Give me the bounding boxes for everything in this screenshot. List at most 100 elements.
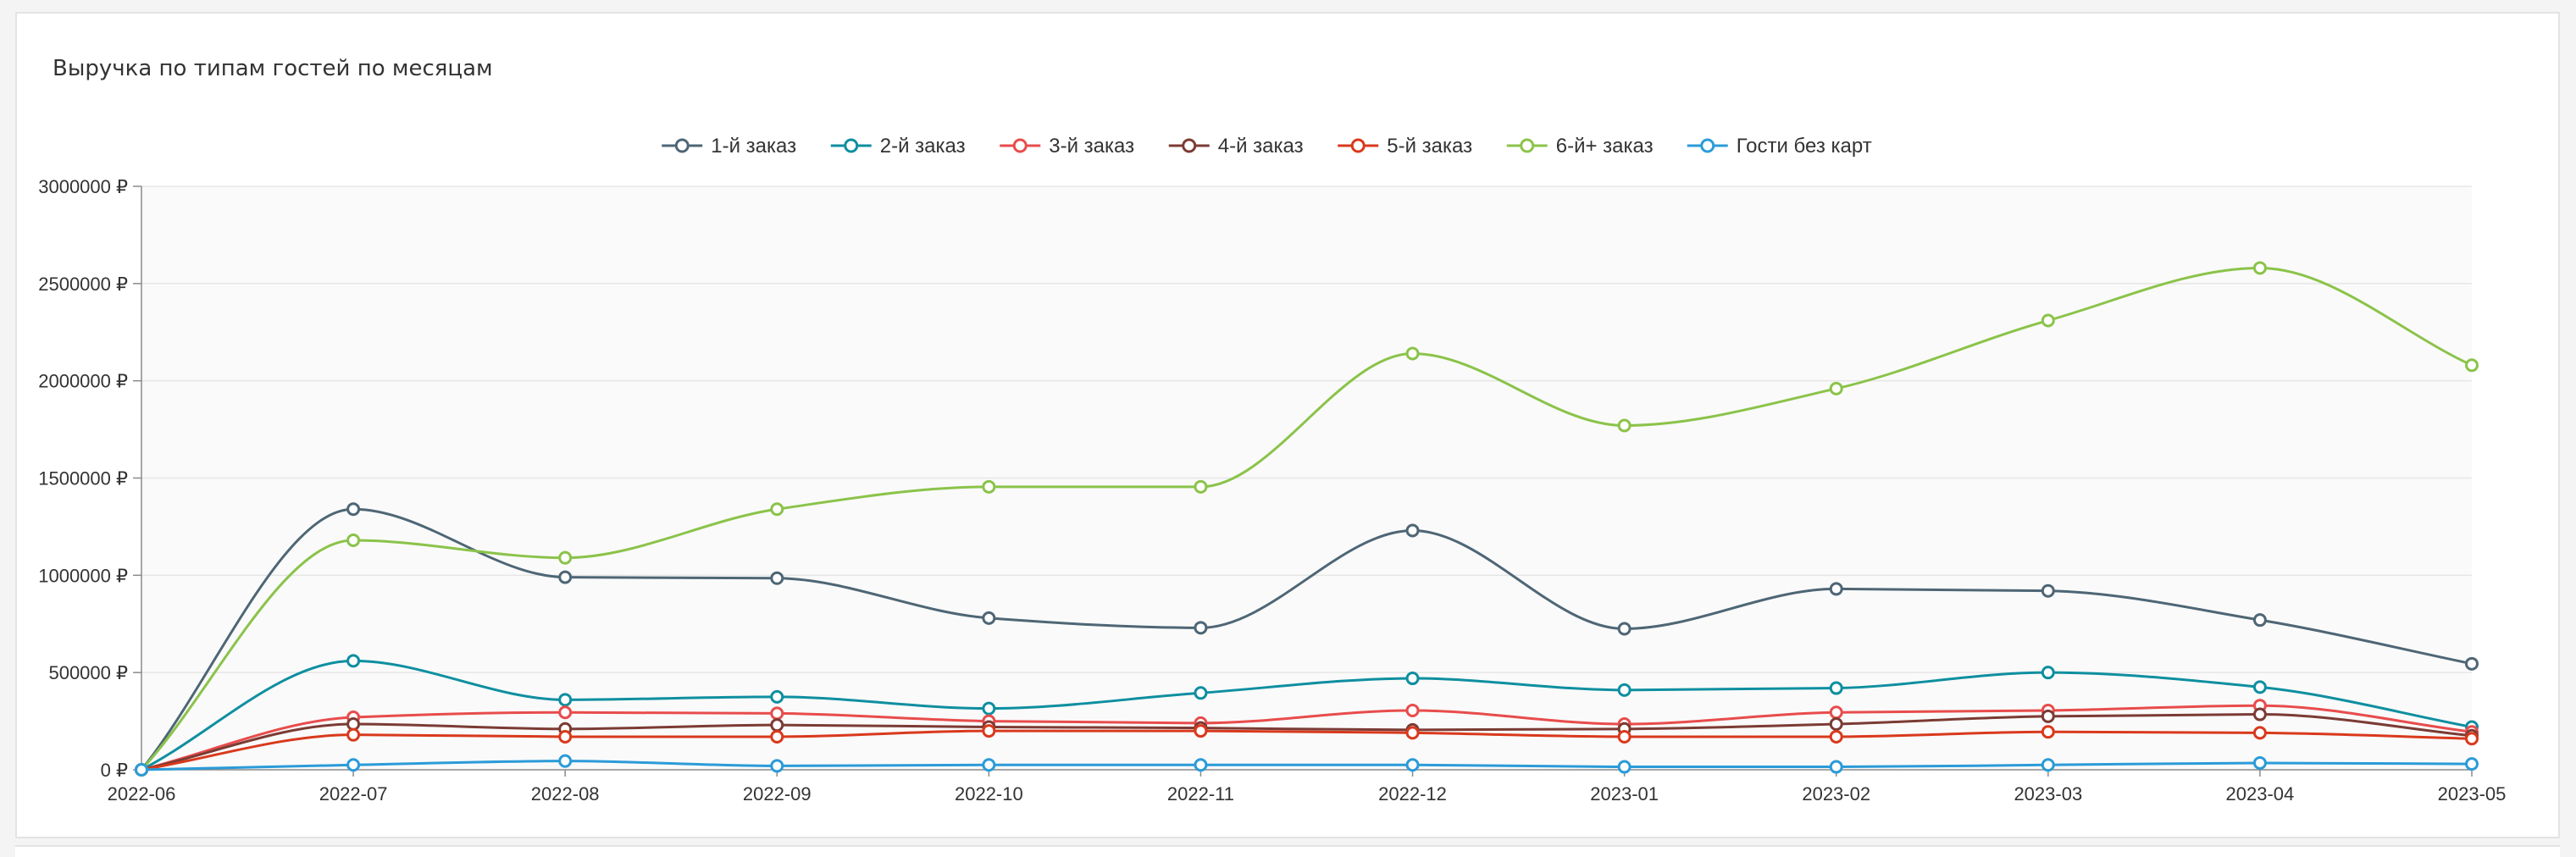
data-point[interactable] (1194, 724, 1208, 738)
data-point[interactable] (2252, 680, 2267, 694)
data-point[interactable] (346, 502, 361, 517)
data-point[interactable] (558, 729, 573, 744)
series-lines (140, 266, 2473, 771)
data-point[interactable] (2252, 755, 2267, 770)
legend-item[interactable]: 4-й заказ (1168, 135, 1304, 158)
data-point[interactable] (770, 689, 784, 704)
series-line (141, 729, 2473, 771)
legend-item[interactable]: Гости без карт (1687, 135, 1872, 158)
data-point[interactable] (558, 570, 573, 584)
data-point[interactable] (2041, 313, 2055, 328)
data-point[interactable] (1405, 346, 1420, 361)
data-point[interactable] (1194, 758, 1208, 772)
data-point[interactable] (770, 759, 784, 773)
data-point[interactable] (1405, 672, 1420, 686)
data-point[interactable] (346, 717, 361, 732)
x-tick-label: 2023-05 (2438, 783, 2507, 804)
data-point[interactable] (346, 533, 361, 547)
data-point[interactable] (1617, 760, 1631, 774)
data-point[interactable] (1194, 479, 1208, 494)
data-point[interactable] (2465, 358, 2479, 373)
legend-marker (1350, 138, 1366, 153)
legend-label: 1-й заказ (711, 135, 796, 158)
x-tick-label: 2023-03 (2014, 783, 2082, 804)
data-point[interactable] (1405, 523, 1420, 538)
data-point[interactable] (770, 718, 784, 733)
y-tick-label: 500000 ₽ (48, 662, 128, 683)
data-point[interactable] (558, 693, 573, 707)
data-point[interactable] (1617, 683, 1631, 697)
data-point[interactable] (770, 571, 784, 585)
data-point[interactable] (770, 502, 784, 517)
y-tick-label: 1000000 ₽ (38, 565, 128, 586)
x-tick-label: 2023-01 (1590, 783, 1659, 804)
data-point[interactable] (558, 754, 573, 768)
data-point[interactable] (1617, 622, 1631, 636)
data-point[interactable] (1829, 582, 1843, 596)
data-point[interactable] (982, 611, 996, 625)
data-point[interactable] (982, 701, 996, 716)
data-point[interactable] (770, 729, 784, 744)
legend-marker (1182, 138, 1197, 153)
data-point[interactable] (770, 706, 784, 721)
data-point[interactable] (2252, 726, 2267, 740)
legend-marker (1520, 138, 1535, 153)
data-point[interactable] (2252, 707, 2267, 722)
data-point[interactable] (2041, 666, 2055, 680)
legend-item[interactable]: 1-й заказ (662, 135, 796, 158)
y-tick-label: 3000000 ₽ (38, 176, 128, 197)
y-tick-label: 2500000 ₽ (38, 274, 128, 295)
data-point[interactable] (1617, 418, 1631, 433)
x-tick-label: 2022-06 (108, 783, 176, 804)
legend-item[interactable]: 5-й заказ (1338, 135, 1472, 158)
y-tick-label: 0 ₽ (101, 760, 128, 781)
data-point[interactable] (558, 705, 573, 720)
data-point[interactable] (346, 654, 361, 668)
data-point[interactable] (2041, 758, 2055, 772)
legend-label: 3-й заказ (1049, 135, 1134, 158)
data-point[interactable] (1829, 681, 1843, 695)
data-point[interactable] (558, 550, 573, 565)
data-point[interactable] (2465, 732, 2479, 746)
legend-item[interactable]: 3-й заказ (1000, 135, 1134, 158)
data-point[interactable] (2252, 613, 2267, 628)
data-point[interactable] (2041, 725, 2055, 739)
chart-legend[interactable]: 1-й заказ 2-й заказ 3-й заказ 4-й заказ 5-й … (662, 135, 1872, 158)
data-point[interactable] (982, 479, 996, 494)
data-point[interactable] (982, 758, 996, 772)
data-point[interactable] (2041, 709, 2055, 723)
data-point[interactable] (1829, 717, 1843, 732)
data-point[interactable] (1829, 729, 1843, 744)
legend-item[interactable]: 6-й+ заказ (1506, 135, 1654, 158)
legend-marker (844, 138, 859, 153)
y-axis: 0 ₽ 500000 ₽ 1000000 ₽ 1500000 ₽ 2000000 ₽ 25… (38, 176, 142, 781)
x-tick-label: 2023-02 (1802, 783, 1870, 804)
series-line (141, 704, 2473, 771)
data-point[interactable] (982, 724, 996, 738)
data-point[interactable] (346, 727, 361, 742)
data-point[interactable] (1405, 758, 1420, 772)
legend-label: Гости без карт (1737, 135, 1872, 158)
series-line (140, 266, 2473, 771)
series-line (141, 659, 2473, 771)
legend-item[interactable]: 2-й заказ (830, 135, 966, 158)
data-point[interactable] (1829, 705, 1843, 720)
x-tick-label: 2022-11 (1167, 783, 1234, 804)
legend-label: 2-й заказ (880, 135, 966, 158)
data-point[interactable] (2252, 261, 2267, 275)
data-point[interactable] (135, 763, 148, 777)
data-point[interactable] (1617, 729, 1631, 744)
data-point[interactable] (346, 758, 361, 772)
data-point[interactable] (2041, 583, 2055, 598)
data-point[interactable] (2465, 656, 2479, 671)
data-point[interactable] (1405, 703, 1420, 717)
x-axis: 2022-06 2022-07 2022-08 2022-09 2022-10 2022-… (108, 769, 2507, 804)
data-point[interactable] (1194, 621, 1208, 635)
data-point[interactable] (1405, 726, 1420, 740)
data-point[interactable] (2465, 757, 2479, 771)
series-points[interactable] (135, 261, 2479, 777)
data-point[interactable] (1829, 760, 1843, 774)
data-point[interactable] (1194, 686, 1208, 700)
data-point[interactable] (1829, 381, 1843, 395)
